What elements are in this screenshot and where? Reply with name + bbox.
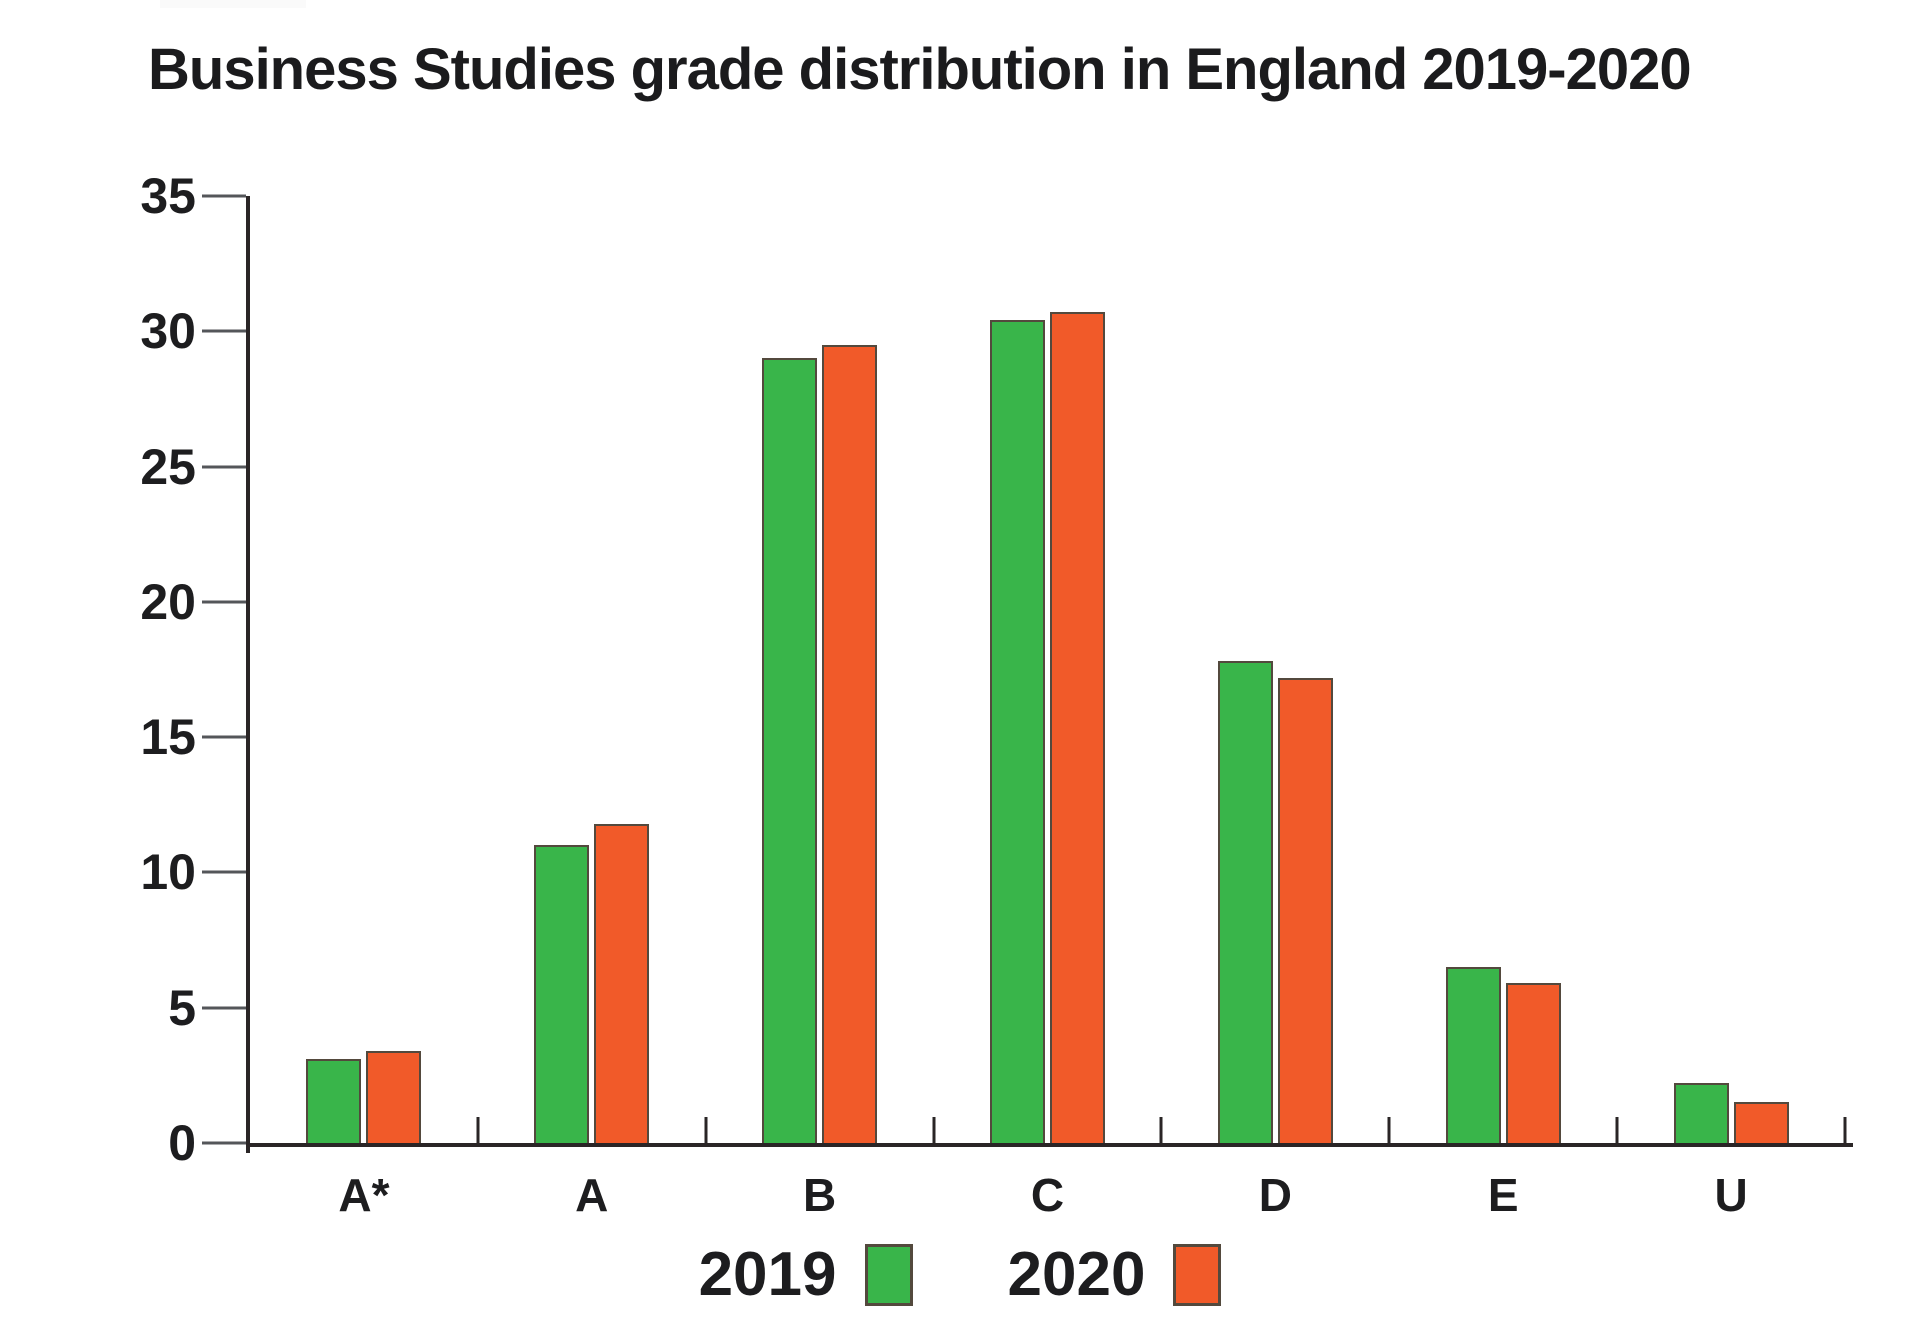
- bar-2020-B: [822, 344, 878, 1143]
- x-axis-label-D: D: [1258, 1169, 1292, 1221]
- x-axis-label-C: C: [1030, 1169, 1065, 1221]
- legend: 2019 2020: [0, 1244, 1920, 1306]
- bar-2019-D: [1217, 661, 1273, 1143]
- x-boundary-tick-6: [1615, 1117, 1619, 1143]
- x-boundary-tick-7: [1843, 1117, 1847, 1143]
- bars-layer: [250, 196, 1845, 1143]
- x-axis-label-A: A: [575, 1169, 609, 1221]
- legend-swatch-2020: [1173, 1244, 1222, 1306]
- legend-label-2020: 2020: [1007, 1240, 1146, 1309]
- x-axis-label-A*: A*: [338, 1169, 390, 1221]
- y-axis-line: [246, 196, 250, 1153]
- bar-group-C: [934, 196, 1162, 1143]
- chart-title: Business Studies grade distribution in E…: [148, 37, 1692, 102]
- bar-group-U: [1617, 196, 1845, 1143]
- legend-item-2019: 2019: [699, 1244, 913, 1306]
- y-tick-0: [202, 1141, 246, 1145]
- bar-2019-A: [534, 845, 590, 1143]
- x-boundary-tick-5: [1387, 1117, 1391, 1143]
- bar-2020-A*: [366, 1051, 422, 1143]
- bar-group-A*: [250, 196, 478, 1143]
- bar-group-A: [478, 196, 706, 1143]
- bar-group-D: [1161, 196, 1389, 1143]
- bar-2020-A: [594, 823, 650, 1143]
- bar-group-E: [1389, 196, 1617, 1143]
- x-boundary-tick-2: [704, 1117, 708, 1143]
- x-boundary-tick-1: [476, 1117, 480, 1143]
- bar-2019-B: [762, 358, 818, 1143]
- legend-item-2020: 2020: [1008, 1244, 1222, 1306]
- bar-2020-U: [1733, 1102, 1789, 1143]
- plot-area: 0 5 10 15 20 25 30 35: [140, 171, 1853, 1168]
- bar-2020-D: [1277, 677, 1333, 1143]
- x-axis-line: [246, 1143, 1853, 1147]
- x-axis-label-E: E: [1487, 1169, 1519, 1221]
- bar-2019-A*: [306, 1059, 362, 1143]
- legend-swatch-2019: [864, 1244, 913, 1306]
- y-tick-30: [202, 329, 246, 333]
- y-tick-20: [202, 600, 246, 604]
- x-axis-label-B: B: [803, 1169, 837, 1221]
- bar-2019-C: [990, 320, 1045, 1143]
- legend-label-2019: 2019: [698, 1240, 837, 1309]
- y-tick-5: [202, 1006, 246, 1010]
- y-tick-25: [202, 465, 246, 469]
- y-tick-15: [202, 735, 246, 739]
- bar-2020-E: [1505, 983, 1561, 1143]
- x-boundary-tick-4: [1159, 1117, 1163, 1143]
- x-boundary-tick-3: [932, 1117, 936, 1143]
- y-tick-10: [202, 870, 246, 874]
- y-tick-35: [202, 194, 246, 198]
- x-axis-labels: A* A B C D E U: [250, 1168, 1845, 1222]
- x-axis-label-U: U: [1714, 1169, 1748, 1221]
- bar-group-B: [706, 196, 934, 1143]
- top-edge-artifact: [160, 0, 306, 8]
- bar-2020-C: [1050, 312, 1105, 1143]
- bar-2019-U: [1673, 1083, 1729, 1143]
- bar-2019-E: [1445, 967, 1501, 1143]
